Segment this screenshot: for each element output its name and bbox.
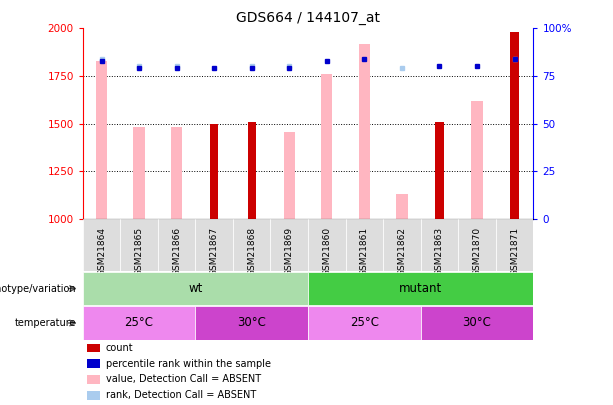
- Bar: [359, 44, 370, 219]
- Bar: [83, 272, 308, 305]
- Text: mutant: mutant: [399, 282, 443, 295]
- Bar: [134, 127, 145, 219]
- Bar: [83, 307, 196, 339]
- Bar: [308, 219, 346, 271]
- Text: percentile rank within the sample: percentile rank within the sample: [105, 359, 271, 369]
- Bar: [511, 32, 519, 219]
- Bar: [346, 219, 383, 271]
- Bar: [83, 219, 120, 271]
- Bar: [171, 127, 182, 219]
- Text: GSM21869: GSM21869: [285, 227, 294, 276]
- Text: GSM21860: GSM21860: [322, 227, 331, 276]
- Text: 25°C: 25°C: [124, 316, 154, 330]
- Bar: [158, 219, 196, 271]
- Text: genotype/variation: genotype/variation: [0, 284, 77, 294]
- Text: value, Detection Call = ABSENT: value, Detection Call = ABSENT: [105, 375, 261, 384]
- Text: temperature: temperature: [15, 318, 77, 328]
- Text: GSM21863: GSM21863: [435, 227, 444, 276]
- Text: GSM21868: GSM21868: [247, 227, 256, 276]
- Bar: [86, 391, 100, 399]
- Text: GSM21865: GSM21865: [135, 227, 143, 276]
- Bar: [458, 219, 496, 271]
- Text: GSM21864: GSM21864: [97, 227, 106, 275]
- Title: GDS664 / 144107_at: GDS664 / 144107_at: [236, 11, 380, 25]
- Bar: [496, 219, 533, 271]
- Bar: [120, 219, 158, 271]
- Bar: [308, 307, 421, 339]
- Bar: [233, 219, 270, 271]
- Text: GSM21861: GSM21861: [360, 227, 369, 276]
- Bar: [435, 122, 444, 219]
- Bar: [86, 375, 100, 384]
- Text: count: count: [105, 343, 134, 353]
- Bar: [421, 219, 458, 271]
- Bar: [471, 101, 482, 219]
- Text: 30°C: 30°C: [463, 316, 492, 330]
- Bar: [196, 219, 233, 271]
- Bar: [196, 307, 308, 339]
- Text: 30°C: 30°C: [237, 316, 266, 330]
- Text: GSM21866: GSM21866: [172, 227, 181, 276]
- Bar: [210, 124, 218, 219]
- Bar: [383, 219, 421, 271]
- Text: rank, Detection Call = ABSENT: rank, Detection Call = ABSENT: [105, 390, 256, 400]
- Bar: [248, 122, 256, 219]
- Bar: [308, 272, 533, 305]
- Text: wt: wt: [188, 282, 202, 295]
- Text: GSM21870: GSM21870: [473, 227, 481, 276]
- Bar: [96, 61, 107, 219]
- Text: GSM21867: GSM21867: [210, 227, 219, 276]
- Bar: [321, 74, 332, 219]
- Bar: [270, 219, 308, 271]
- Text: 25°C: 25°C: [350, 316, 379, 330]
- Text: GSM21871: GSM21871: [510, 227, 519, 276]
- Bar: [86, 344, 100, 352]
- Bar: [284, 132, 295, 219]
- Bar: [421, 307, 533, 339]
- Bar: [86, 359, 100, 368]
- Bar: [396, 194, 408, 219]
- Text: GSM21862: GSM21862: [397, 227, 406, 275]
